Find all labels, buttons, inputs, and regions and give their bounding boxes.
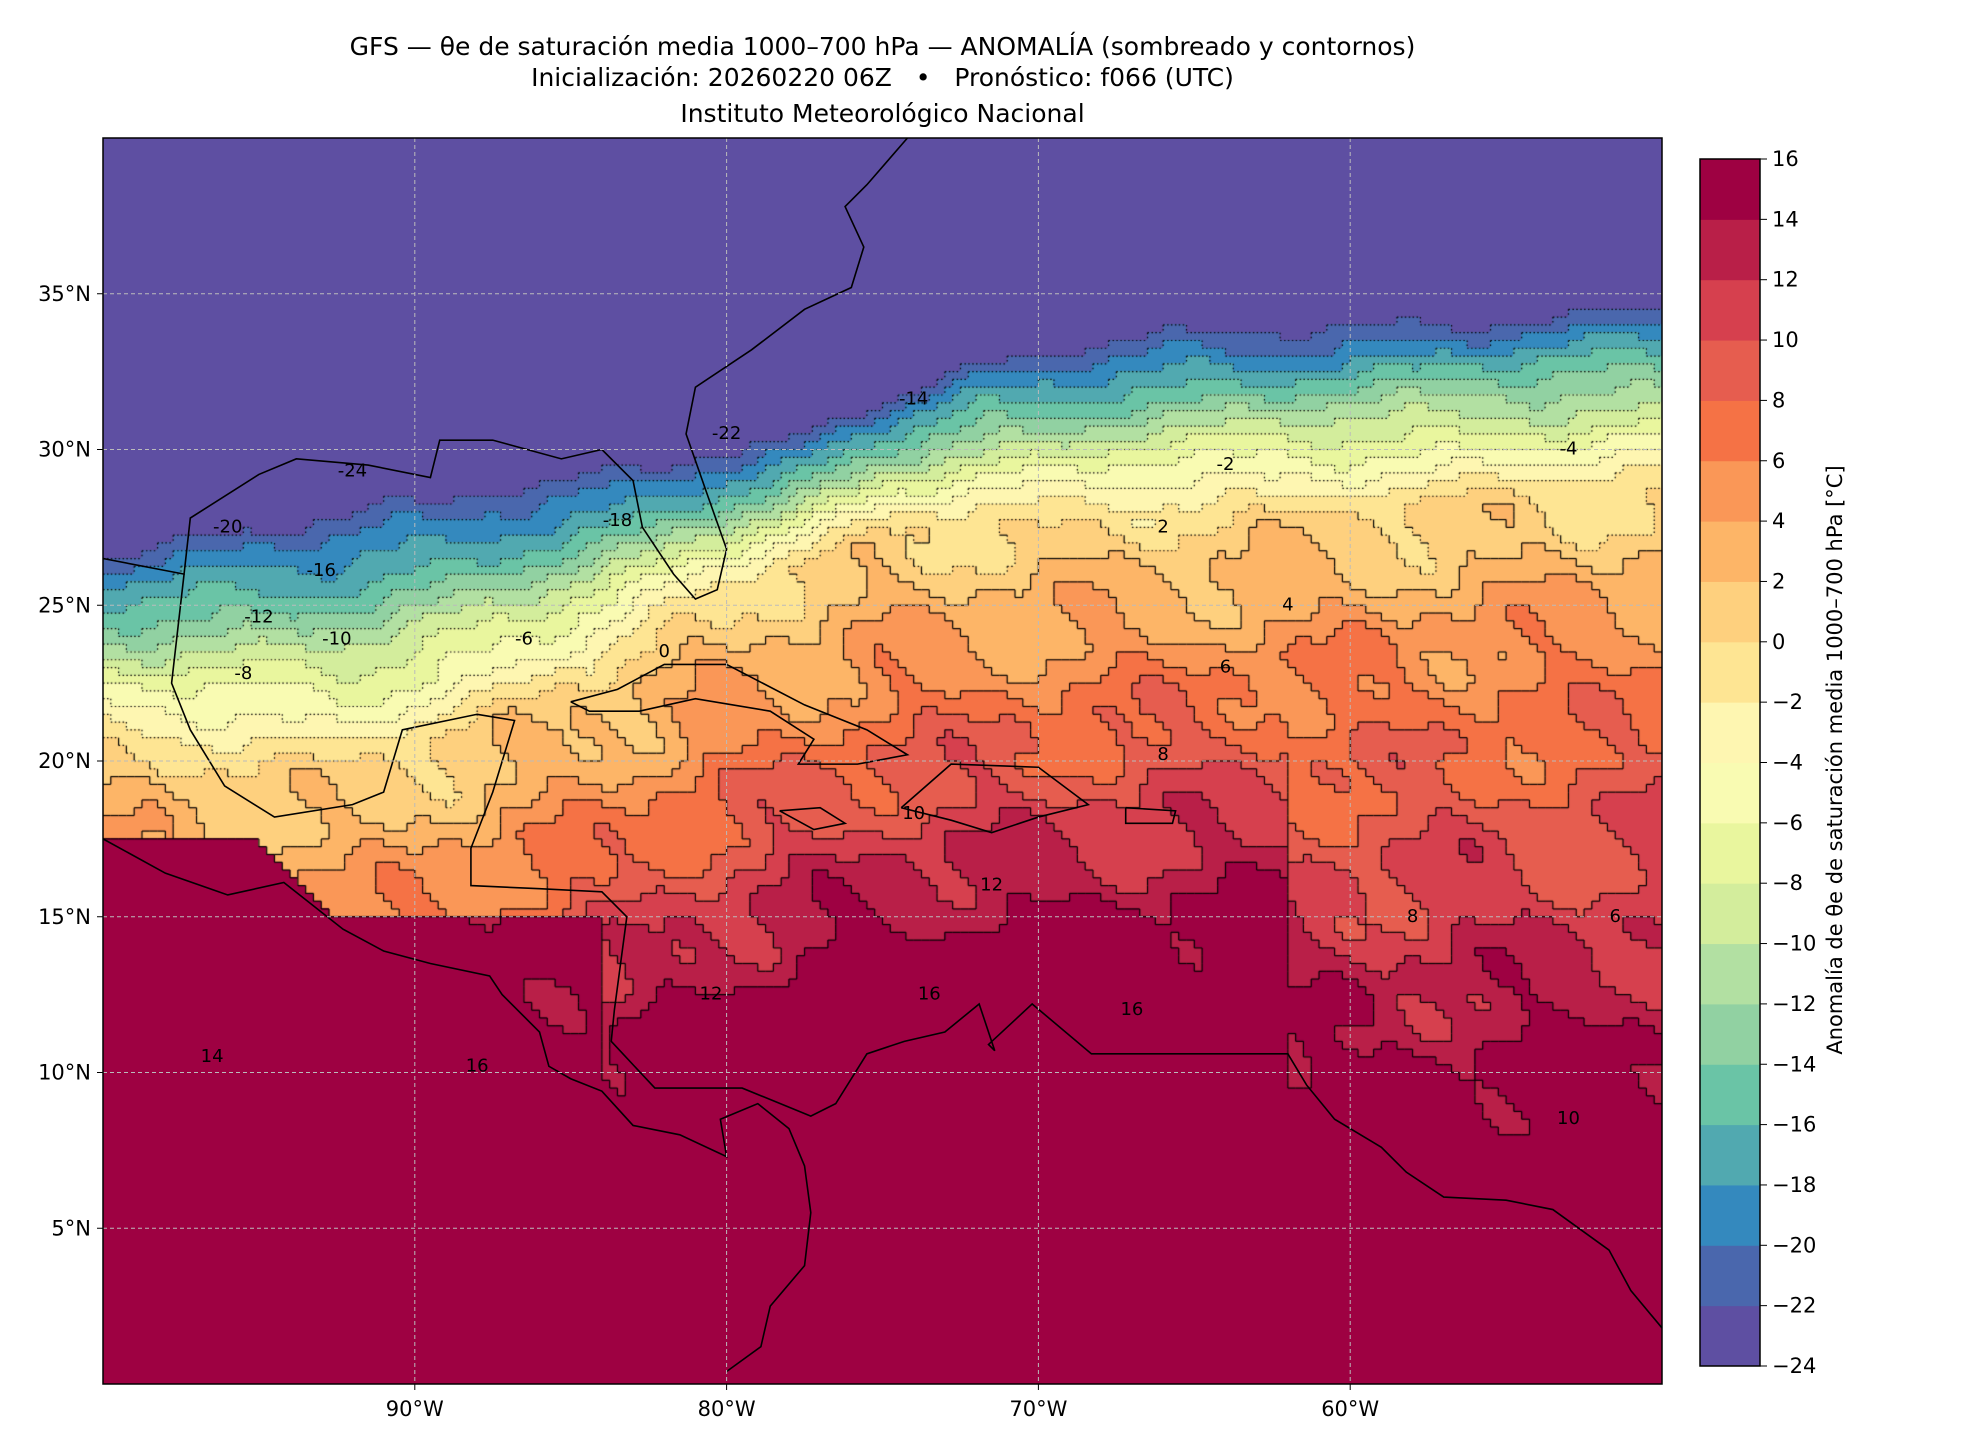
contour-label: 10	[1557, 1108, 1580, 1129]
colorbar-tick-label: −6	[1772, 811, 1803, 835]
colorbar-segment	[1700, 219, 1760, 281]
colorbar-segment	[1700, 460, 1760, 522]
colorbar-segment	[1700, 340, 1760, 401]
coastline-jamaica	[779, 806, 848, 831]
colorbar-segment	[1700, 159, 1760, 220]
colorbar-tick-label: 4	[1772, 509, 1785, 533]
contour-label: 16	[1120, 999, 1143, 1020]
colorbar-tick-label: −2	[1772, 690, 1803, 714]
colorbar-tick-label: −20	[1772, 1233, 1816, 1257]
colorbar-tick-label: −14	[1772, 1052, 1816, 1076]
contour-label: 12	[980, 875, 1003, 896]
colorbar-segment	[1700, 1184, 1760, 1246]
contour-label: 16	[918, 984, 941, 1005]
contour-label: 16	[466, 1055, 489, 1076]
chart-subtitle-init: Inicialización: 20260220 06Z • Pronóstic…	[531, 63, 1234, 92]
colorbar-tick-label: −4	[1772, 751, 1803, 775]
colorbar-tick-label: 0	[1772, 630, 1785, 654]
colorbar-segment	[1700, 822, 1760, 884]
colorbar-tick-label: −22	[1772, 1294, 1816, 1318]
colorbar-segment	[1700, 1064, 1760, 1126]
coastline-gulf-mexico-caribbean	[170, 574, 1663, 1329]
contour-label: -10	[322, 629, 351, 650]
y-tick-label: 5°N	[51, 1216, 91, 1240]
colorbar-segment	[1700, 943, 1760, 1005]
colorbar-segment	[1700, 762, 1760, 824]
contour-label: -8	[234, 663, 252, 684]
contour-label: 8	[1157, 744, 1168, 765]
x-tick-label: 60°W	[1321, 1397, 1379, 1421]
contour-label: -6	[515, 629, 533, 650]
colorbar-tick-label: 2	[1772, 569, 1785, 593]
colorbar-segment	[1700, 1124, 1760, 1186]
colorbar-segment	[1700, 400, 1760, 462]
y-tick-label: 20°N	[38, 749, 91, 773]
coastline-north-america	[102, 137, 909, 600]
contour-label: 10	[902, 803, 925, 824]
y-tick-label: 35°N	[38, 282, 91, 306]
colorbar-segment	[1700, 1245, 1760, 1307]
contour-label: -4	[1559, 439, 1577, 460]
coastline-cuba	[570, 663, 910, 765]
colorbar-tick-label: −18	[1772, 1173, 1816, 1197]
colorbar-tick-label: −24	[1772, 1354, 1816, 1378]
contour-label: -12	[244, 607, 273, 628]
y-tick-label: 10°N	[38, 1061, 91, 1085]
contour-label: -20	[213, 516, 242, 537]
y-tick-label: 25°N	[38, 593, 91, 617]
contour-label: 14	[201, 1046, 224, 1067]
x-tick-label: 80°W	[698, 1397, 756, 1421]
colorbar-segment	[1700, 279, 1760, 341]
colorbar-segment	[1700, 1305, 1760, 1367]
contour-label: -18	[603, 510, 632, 531]
coastline-puerto-rico	[1124, 806, 1177, 825]
chart-subtitle-institute: Instituto Meteorológico Nacional	[680, 99, 1085, 128]
colorbar-tick-label: 16	[1772, 147, 1799, 171]
colorbar-tick-label: −8	[1772, 871, 1803, 895]
colorbar-tick-label: −12	[1772, 992, 1816, 1016]
colorbar-label: Anomalía de θe de saturación media 1000–…	[1823, 465, 1847, 1055]
colorbar-segment	[1700, 641, 1760, 703]
coastline-hispaniola	[900, 763, 1091, 834]
contour-label: -22	[712, 423, 741, 444]
colorbar-segment	[1700, 581, 1760, 643]
contour-label: 4	[1282, 594, 1293, 615]
colorbar-segment	[1700, 883, 1760, 945]
colorbar-tick-label: −10	[1772, 932, 1816, 956]
colorbar-tick-label: 12	[1772, 268, 1799, 292]
colorbar-tick-label: 14	[1772, 207, 1799, 231]
colorbar-segment	[1700, 521, 1760, 582]
contour-label: -2	[1217, 454, 1235, 475]
colorbar-tick-label: 10	[1772, 328, 1799, 352]
y-tick-label: 30°N	[38, 438, 91, 462]
contour-label: -14	[899, 389, 928, 410]
chart-title: GFS — θe de saturación media 1000–700 hP…	[349, 32, 1416, 61]
colorbar-tick-label: 8	[1772, 388, 1785, 412]
contour-label: -24	[338, 460, 367, 481]
contour-label: 0	[659, 641, 670, 662]
x-tick-label: 70°W	[1009, 1397, 1067, 1421]
colorbar-segment	[1700, 702, 1760, 763]
contour-label: 8	[1407, 906, 1418, 927]
colorbar-segment	[1700, 1003, 1760, 1065]
contour-label: 6	[1220, 657, 1231, 678]
coastline-pacific	[102, 838, 812, 1373]
contour-label: 12	[700, 984, 723, 1005]
y-tick-label: 15°N	[38, 905, 91, 929]
x-tick-label: 90°W	[386, 1397, 444, 1421]
contour-label: -16	[307, 560, 336, 581]
colorbar-tick-label: −16	[1772, 1113, 1816, 1137]
contour-label: 6	[1610, 906, 1621, 927]
colorbar-tick-label: 6	[1772, 449, 1785, 473]
contour-label: 2	[1157, 516, 1168, 537]
